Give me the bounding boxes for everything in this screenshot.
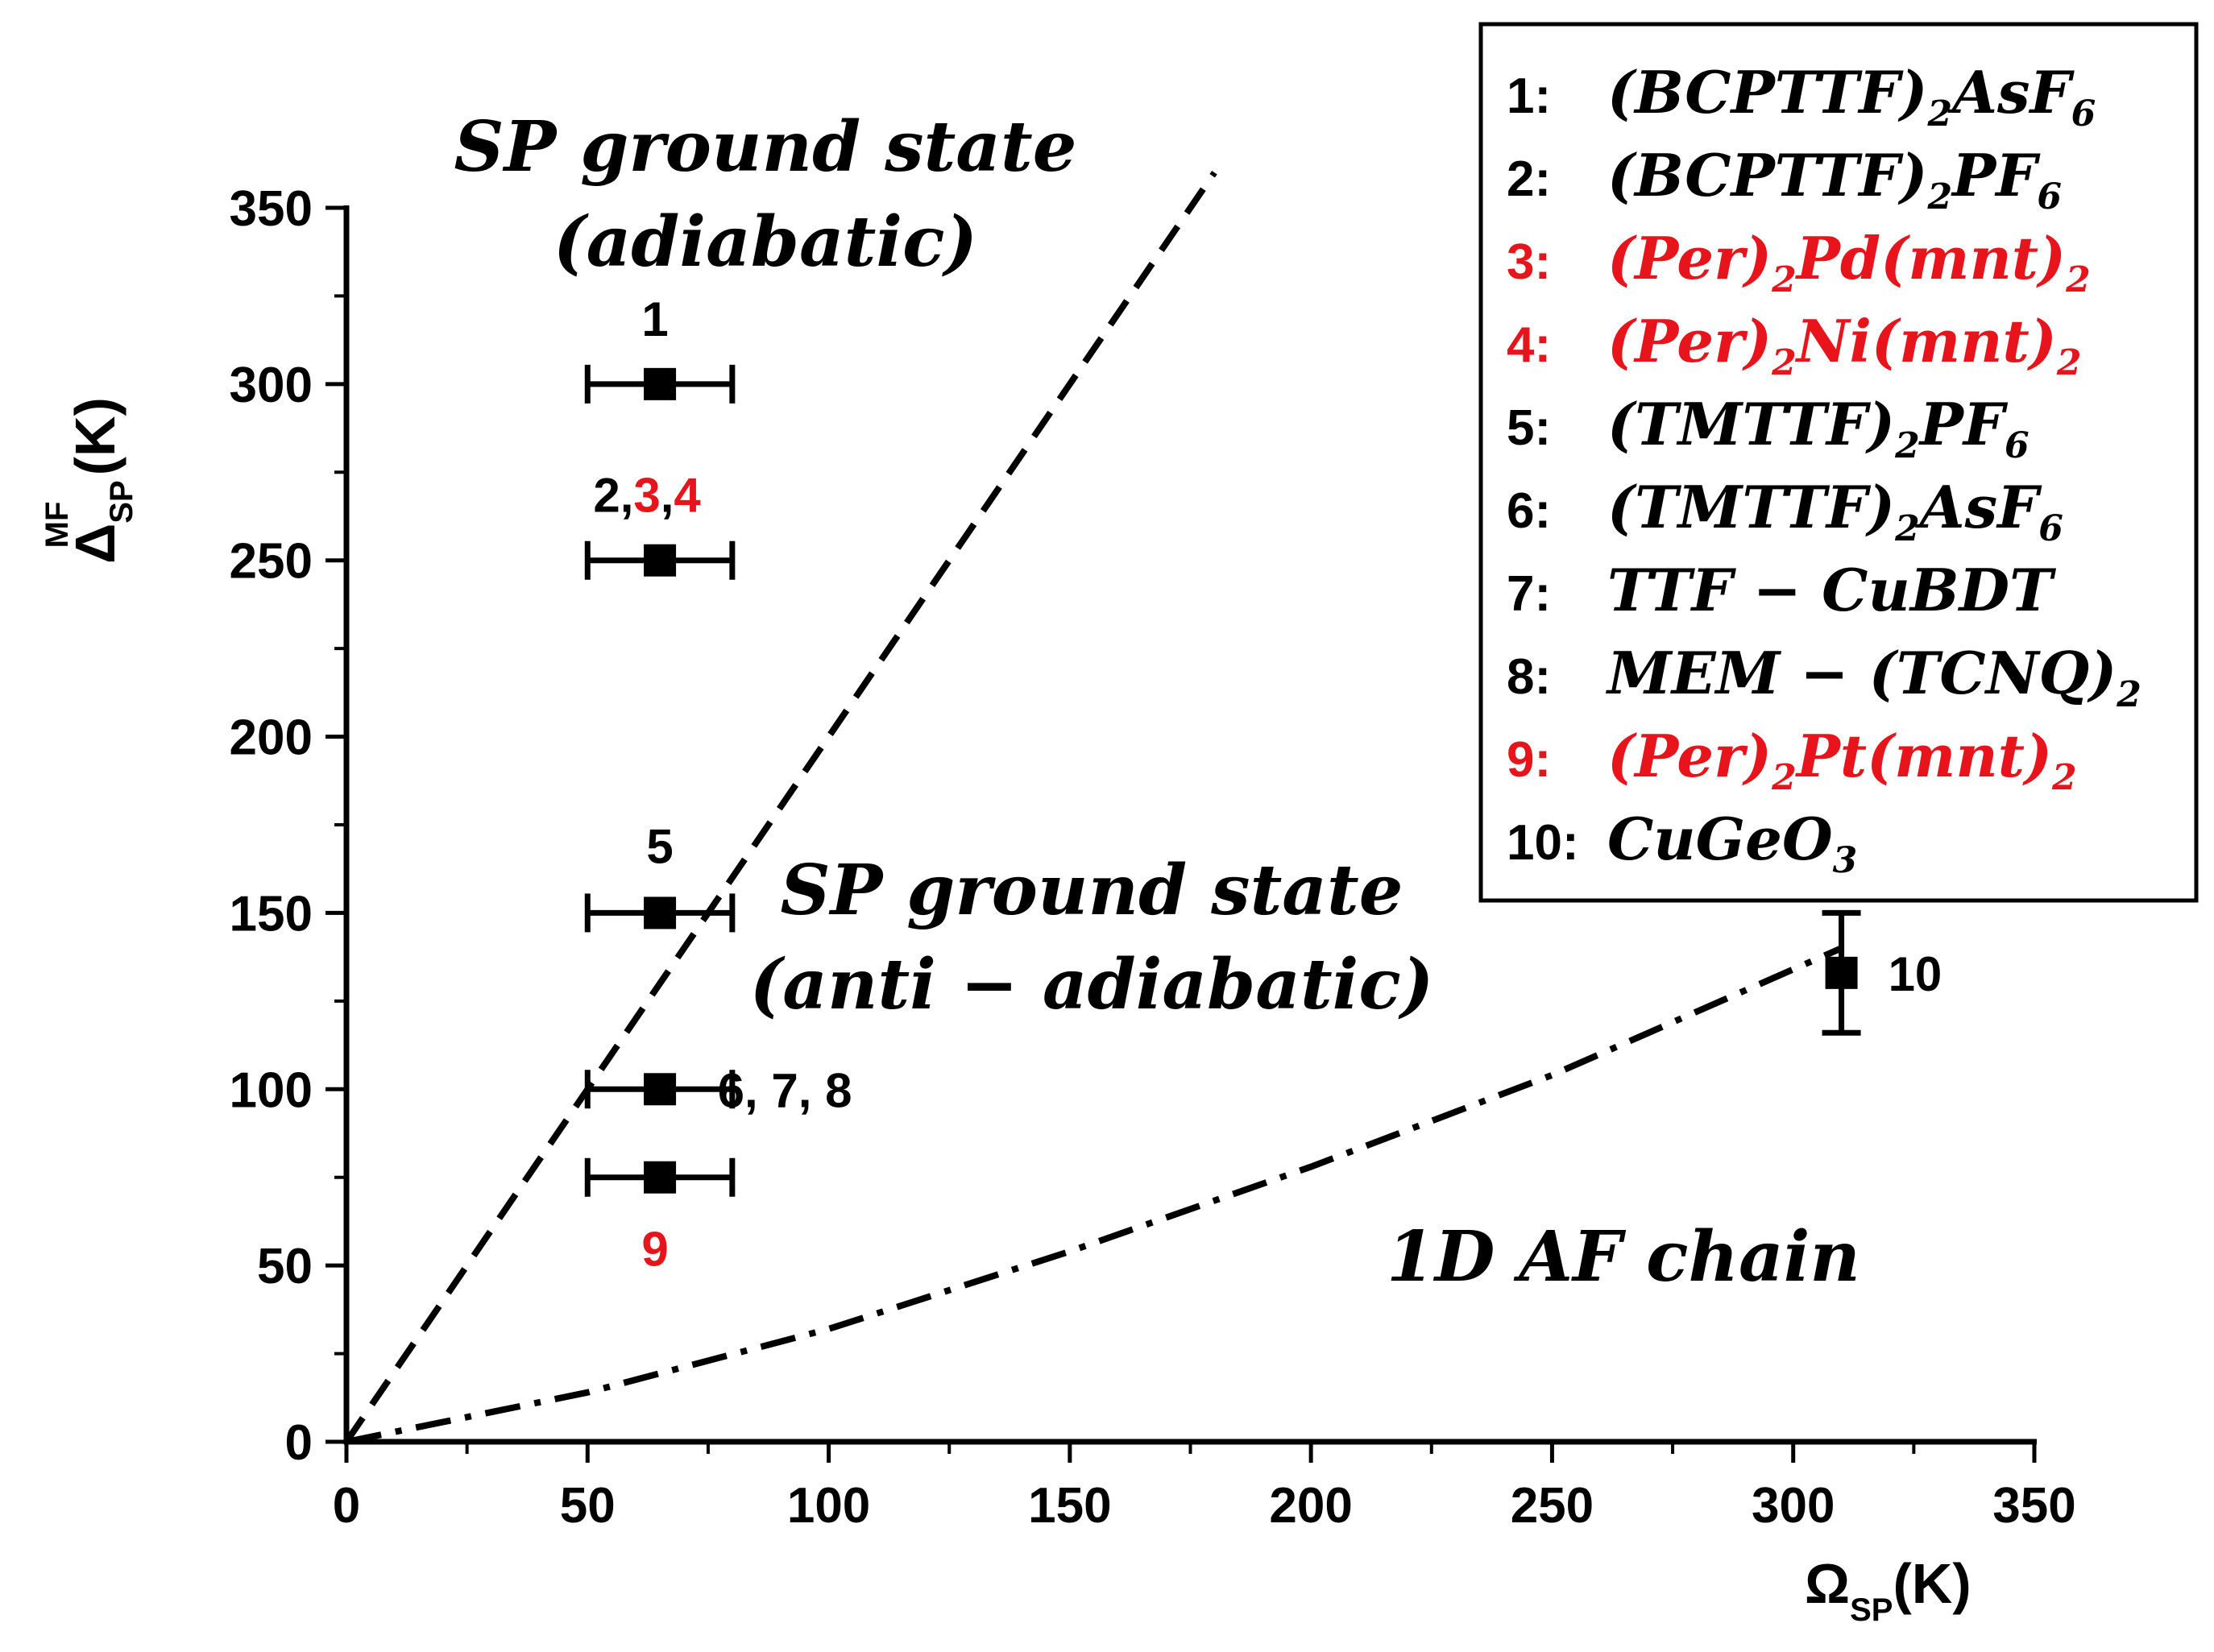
y-tick-label: 100 <box>230 1062 313 1118</box>
legend-item: 9: (Per)2Pt(mnt)2 <box>1507 722 2077 798</box>
data-points: 1 2,3,4 5 6, 7, 8 9 10 <box>584 292 1942 1277</box>
y-tick-label: 150 <box>230 886 313 942</box>
legend-item: 10: CuGeO3 <box>1507 805 1857 881</box>
boundary-line <box>343 170 1217 1444</box>
data-point-marker <box>644 896 677 930</box>
x-tick-label: 150 <box>1028 1478 1111 1534</box>
data-point-marker <box>644 1073 677 1106</box>
legend-box <box>1478 22 2199 903</box>
legend-item: 3: (Per)2Pd(mnt)2 <box>1507 224 2091 300</box>
x-tick-label: 100 <box>787 1478 870 1534</box>
legend-item-formula: MEM − (TCNQ)2 <box>1605 639 2141 715</box>
x-tick-label: 250 <box>1511 1478 1594 1534</box>
y-tick-label: 300 <box>230 358 313 413</box>
legend-item: 7: TTF − CuBDT <box>1507 556 2056 624</box>
data-point-marker <box>644 544 677 577</box>
data-point-label: 2,3,4 <box>593 469 701 523</box>
region-adiabatic-line2: (adiabatic) <box>554 201 977 283</box>
data-point-marker <box>1825 956 1858 989</box>
legend-item-formula: (Per)2Pt(mnt)2 <box>1607 722 2077 798</box>
y-tick-label: 0 <box>285 1415 313 1471</box>
region-labels: SP ground state (adiabatic) SP ground st… <box>454 106 1860 1298</box>
data-point-label: 9 <box>641 1223 668 1277</box>
legend-item-formula: (TMTTF)2AsF6 <box>1607 473 2063 549</box>
legend-item-number: 1: <box>1507 68 1551 124</box>
axes: 0 50 100 150 200 250 300 350 0 50 100 150 200 250 300 3… <box>39 181 2076 1628</box>
boundary-curves <box>343 170 1843 1445</box>
data-point-marker <box>644 367 677 400</box>
data-point-label: 10 <box>1889 947 1942 1001</box>
x-tick-label: 50 <box>560 1478 616 1534</box>
legend: 1: (BCPTTF)2AsF6 2: (BCPTTF)2PF6 3: (Per)2Pd(… <box>1478 22 2199 903</box>
y-axis-title-superscript: MF <box>39 502 75 549</box>
legend-item-number: 9: <box>1507 732 1551 788</box>
legend-item-formula: (BCPTTF)2AsF6 <box>1607 58 2096 135</box>
y-axis-title-text: ΔSP <box>64 480 139 564</box>
y-tick-label: 50 <box>257 1239 313 1294</box>
region-adiabatic-line1: SP ground state <box>454 106 1077 188</box>
legend-item: 2: (BCPTTF)2PF6 <box>1507 141 2062 217</box>
legend-item-formula: (Per)2Pd(mnt)2 <box>1607 224 2091 300</box>
x-tick-label: 0 <box>333 1478 360 1534</box>
x-tick-label: 300 <box>1752 1478 1835 1534</box>
y-tick-label: 200 <box>230 710 313 766</box>
data-point-label: 5 <box>646 819 673 873</box>
data-point-marker <box>644 1161 677 1194</box>
legend-item-formula: (BCPTTF)2PF6 <box>1607 141 2062 217</box>
legend-item-number: 7: <box>1507 566 1551 622</box>
legend-item-formula: TTF − CuBDT <box>1607 556 2056 624</box>
legend-item-formula: CuGeO3 <box>1607 805 1857 881</box>
region-af-chain: 1D AF chain <box>1387 1216 1860 1298</box>
legend-item: 6: (TMTTF)2AsF6 <box>1507 473 2063 549</box>
legend-item-formula: (Per)2Ni(mnt)2 <box>1607 307 2081 383</box>
x-axis-title: ΩSP(K) <box>1805 1552 1971 1628</box>
legend-item: 1: (BCPTTF)2AsF6 <box>1507 58 2096 135</box>
legend-item-number: 5: <box>1507 400 1551 456</box>
legend-item-number: 6: <box>1507 483 1551 539</box>
legend-item: 4: (Per)2Ni(mnt)2 <box>1507 307 2081 383</box>
legend-item-number: 3: <box>1507 234 1551 290</box>
boundary-line <box>346 945 1843 1445</box>
y-tick-label: 250 <box>230 534 313 590</box>
x-tick-label: 350 <box>1992 1478 2075 1534</box>
data-point-label: 1 <box>641 292 668 346</box>
legend-item-number: 2: <box>1507 151 1551 207</box>
region-anti-adiabatic-line2: (anti − adiabatic) <box>750 944 1434 1025</box>
legend-item: 5: (TMTTF)2PF6 <box>1507 390 2030 466</box>
legend-item-number: 10: <box>1507 815 1579 871</box>
region-anti-adiabatic-line1: SP ground state <box>781 850 1403 931</box>
data-point-label: 6, 7, 8 <box>718 1063 852 1117</box>
legend-item: 8: MEM − (TCNQ)2 <box>1507 639 2141 715</box>
legend-item-formula: (TMTTF)2PF6 <box>1607 390 2030 466</box>
legend-item-number: 8: <box>1507 649 1551 705</box>
y-tick-label: 350 <box>230 181 313 237</box>
x-tick-label: 200 <box>1269 1478 1352 1534</box>
legend-item-number: 4: <box>1507 317 1551 373</box>
y-axis-title-unit: (K) <box>64 397 126 475</box>
